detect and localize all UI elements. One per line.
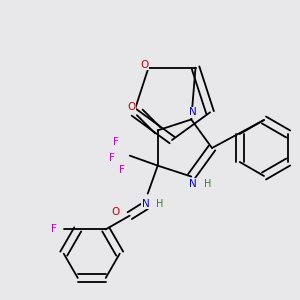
- Text: N: N: [142, 199, 150, 208]
- Text: O: O: [140, 60, 148, 70]
- Text: H: H: [156, 199, 164, 208]
- Text: N: N: [189, 107, 197, 118]
- Text: O: O: [128, 102, 136, 112]
- Text: F: F: [51, 224, 57, 234]
- Text: N: N: [189, 178, 197, 188]
- Text: O: O: [112, 207, 120, 217]
- Text: F: F: [109, 153, 115, 163]
- Text: F: F: [119, 165, 125, 175]
- Text: F: F: [113, 136, 119, 147]
- Text: H: H: [204, 178, 211, 188]
